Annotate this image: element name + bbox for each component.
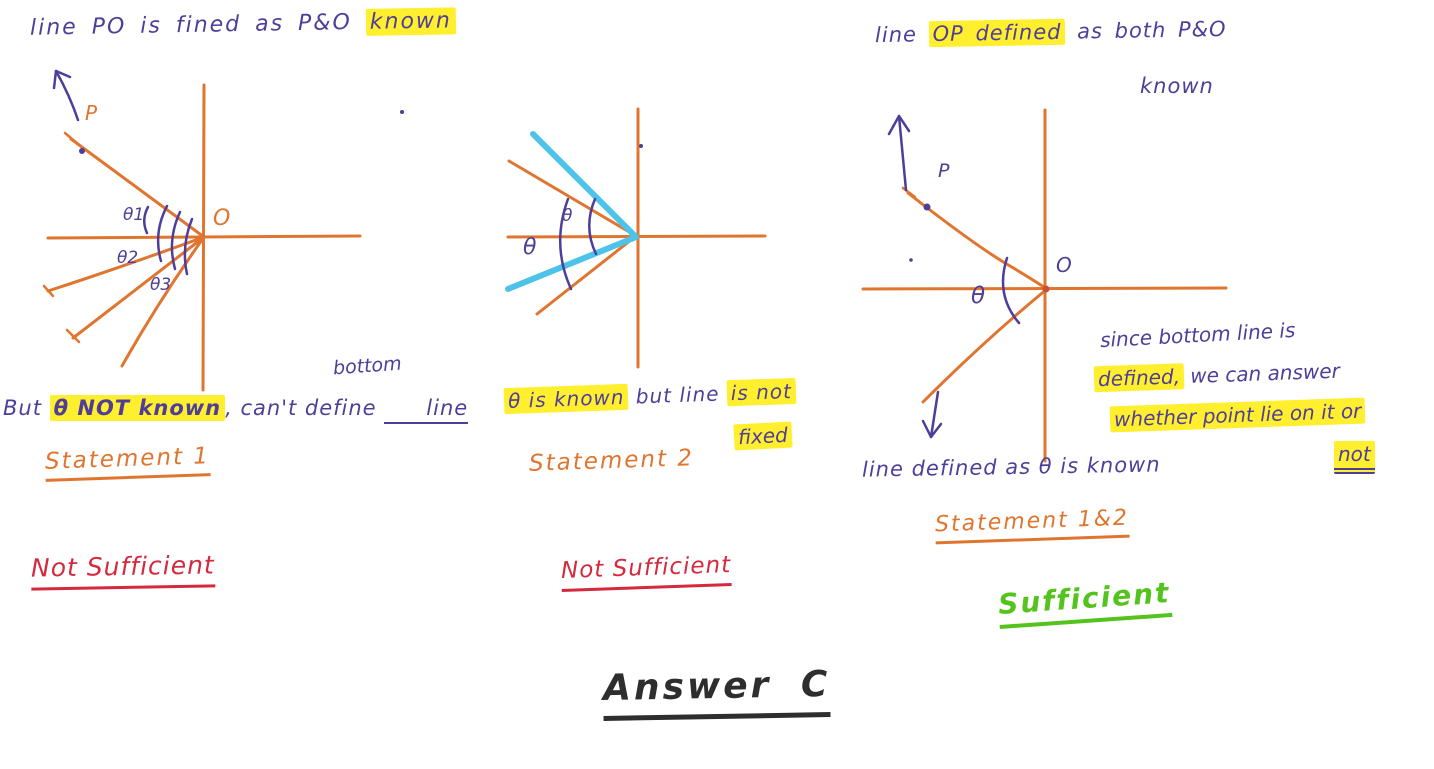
panel2-label-theta-inner: θ xyxy=(562,206,573,226)
panel1-label-theta3: θ3 xyxy=(150,275,172,295)
panel1-statement-label: Statement 1 xyxy=(44,443,211,482)
panel3-point-p-dot xyxy=(923,203,931,211)
panel1-note-highlight: θ NOT known xyxy=(49,395,226,421)
panel1-lower-line-2-hook xyxy=(65,328,81,344)
panel3-title-post: as both P&O xyxy=(1065,16,1227,44)
panel3-line-op xyxy=(906,191,1049,291)
panel3-purple-marks xyxy=(887,114,1021,439)
panel1-label-theta1: θ1 xyxy=(123,205,145,225)
panel3-label-p: P xyxy=(938,160,950,182)
panel3-arc-theta xyxy=(1001,256,1021,325)
panel1-point-dot xyxy=(79,148,85,154)
panel1-statement-text: Statement 1 xyxy=(44,443,211,482)
panel1-label-p: P xyxy=(85,101,98,125)
panel2-note-line2: fixed xyxy=(733,421,793,451)
panel1-stray-dot xyxy=(400,110,404,114)
panel1-diagram xyxy=(42,83,362,392)
panel3-diagram xyxy=(861,108,1228,463)
panel2-cyan-upper xyxy=(530,131,639,240)
panel3-lower-line xyxy=(921,287,1049,404)
panel3-label-theta: θ xyxy=(971,283,986,309)
panel3-title-line2: known xyxy=(1140,74,1214,98)
panel1-arc-2 xyxy=(170,210,182,271)
panel2-label-theta-outer: θ xyxy=(523,235,537,260)
panel1-note-mid: , can't define xyxy=(225,396,385,420)
panel3-label-origin: O xyxy=(1056,253,1072,277)
panel1-up-arrow-head xyxy=(52,69,72,90)
panel1-lower-line-1-hook xyxy=(42,284,55,298)
final-answer-text: Answer C xyxy=(602,664,831,721)
panel2-arc-outer xyxy=(559,197,573,291)
panel2-verdict: Not Sufficient xyxy=(560,552,732,592)
panel2-note-highlight1: θ is known xyxy=(503,383,629,415)
panel1-up-arrow xyxy=(54,69,80,122)
panel1-title-highlight: known xyxy=(365,7,457,36)
panel1-verdict: Not Sufficient xyxy=(30,550,216,591)
panel2-note-mid: but line xyxy=(628,381,728,409)
panel2-cyan-lower xyxy=(505,234,639,292)
panel1-note-pre: But xyxy=(3,396,50,420)
panel2-orange-upper xyxy=(507,159,638,238)
final-answer: Answer C xyxy=(602,664,831,721)
panel1-arc-theta1 xyxy=(143,205,150,235)
panel1-arc-3 xyxy=(183,217,194,276)
panel3-up-arrow-head xyxy=(887,114,911,136)
panel2-stray-dot xyxy=(639,144,643,148)
panel2-verdict-text: Not Sufficient xyxy=(560,552,732,592)
panel1-verdict-text: Not Sufficient xyxy=(30,550,216,591)
panel1-lower-line-2 xyxy=(71,235,206,340)
panel2-orange-lower xyxy=(535,234,638,316)
panel2-note-line2-highlight: fixed xyxy=(733,421,793,451)
panel1-lower-line-3 xyxy=(120,235,206,368)
panel1-label-origin: O xyxy=(213,206,231,231)
panel3-side-note-line4: not xyxy=(1334,441,1375,474)
panel3-origin-dot xyxy=(1042,285,1050,293)
panel3-title-highlight: OP defined xyxy=(928,18,1066,48)
panel3-stray-dot xyxy=(909,258,913,262)
panel1-note-underlined-word: line xyxy=(384,396,469,424)
panel3-statement-label: Statement 1&2 xyxy=(934,505,1130,545)
panel2-note-highlight2: is not xyxy=(726,377,797,407)
panel3-title-pre: line xyxy=(874,22,929,48)
panel3-up-arrow xyxy=(897,114,908,192)
panel3-statement-text: Statement 1&2 xyxy=(934,505,1130,545)
panel1-angle-arcs xyxy=(52,69,404,276)
panel3-down-arrow xyxy=(929,390,940,439)
panel1-line-op-tick xyxy=(63,131,80,146)
panel1-arc-1 xyxy=(156,204,169,263)
panel3-side-note-line4-highlight: not xyxy=(1334,441,1375,474)
panel2-arc-inner xyxy=(588,197,598,256)
panel2-angle-arcs xyxy=(559,144,643,291)
panel3-side-note-highlight: defined, xyxy=(1093,363,1185,393)
panel1-label-theta2: θ2 xyxy=(117,248,139,268)
panel1-note: But θ NOT known, can't define line xyxy=(3,395,469,424)
panel3-down-arrow-head xyxy=(921,419,943,439)
panel2-cyan-lines xyxy=(505,131,639,292)
